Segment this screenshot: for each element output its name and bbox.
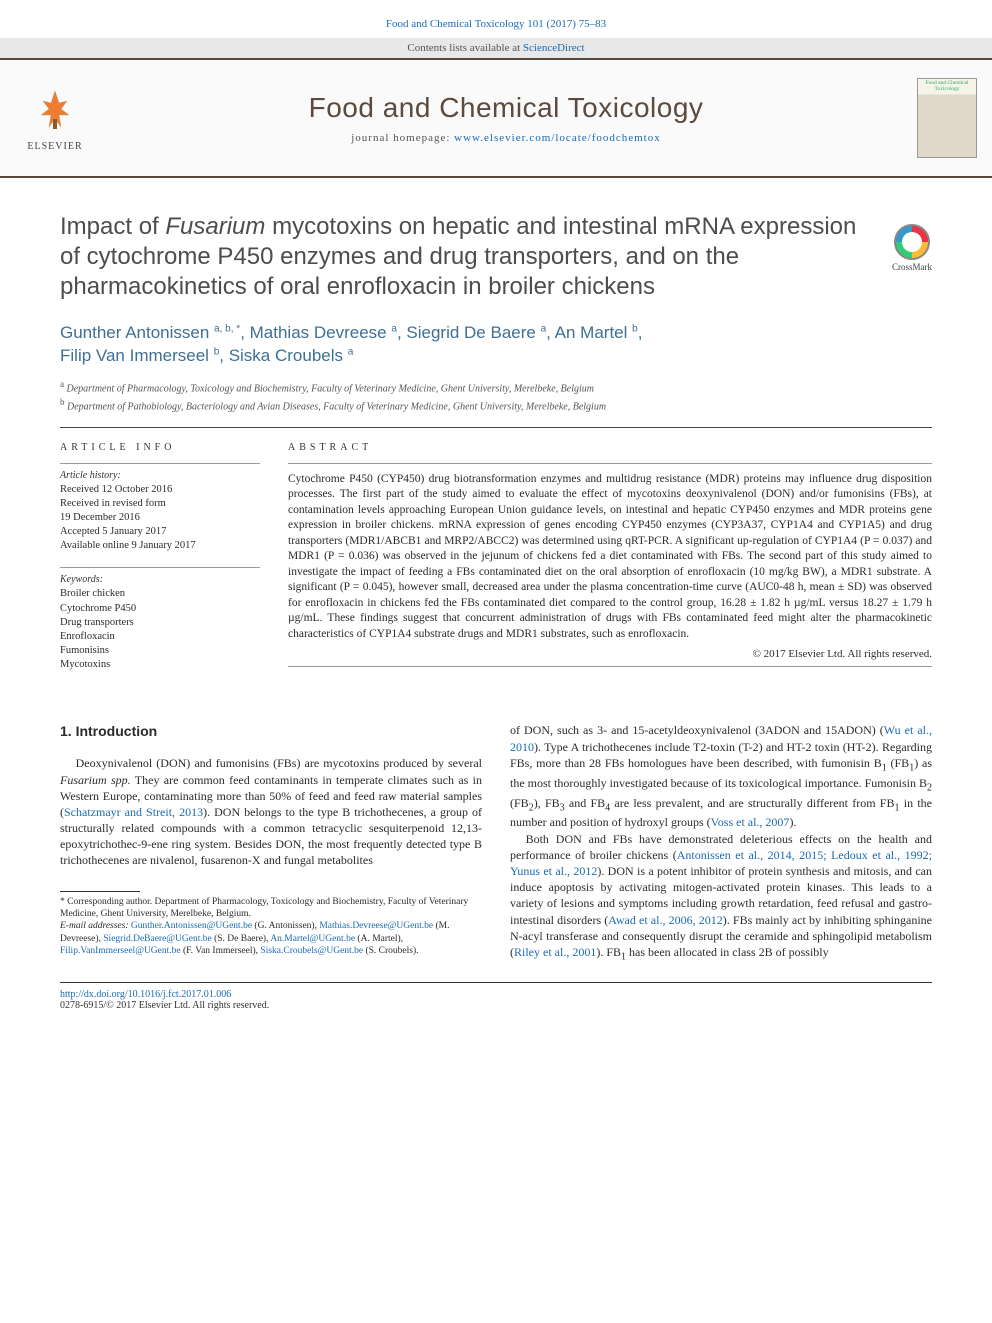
right-column: of DON, such as 3- and 15-acetyldeoxyniv… [510,722,932,963]
article-title: Impact of Fusarium mycotoxins on hepatic… [60,212,860,302]
journal-banner: ELSEVIER Food and Chemical Toxicology jo… [0,58,992,178]
article-info-column: ARTICLE INFO Article history: Received 1… [60,442,260,687]
body-columns: 1. Introduction Deoxynivalenol (DON) and… [60,722,932,963]
footnote-rule [60,891,140,892]
corresponding-author-footnote: * Corresponding author. Department of Ph… [60,896,482,921]
publisher-block: ELSEVIER [0,71,110,166]
history-line: Accepted 5 January 2017 [60,525,260,539]
left-column: 1. Introduction Deoxynivalenol (DON) and… [60,722,482,963]
crossmark-badge[interactable]: CrossMark [892,224,932,272]
article-history-block: Article history: Received 12 October 201… [60,463,260,554]
history-line: Received 12 October 2016 [60,483,260,497]
emails-footnote: E-mail addresses: Gunther.Antonissen@UGe… [60,920,482,957]
abstract-column: ABSTRACT Cytochrome P450 (CYP450) drug b… [288,442,932,687]
journal-homepage-line: journal homepage: www.elsevier.com/locat… [110,132,902,144]
keyword: Fumonisins [60,644,260,658]
crossmark-icon [894,224,930,260]
body-paragraph: Both DON and FBs have demonstrated delet… [510,831,932,964]
history-line: 19 December 2016 [60,511,260,525]
contents-label: Contents lists available at [407,42,522,54]
cover-block [902,70,992,166]
abstract-copyright: © 2017 Elsevier Ltd. All rights reserved… [288,642,932,662]
publisher-name: ELSEVIER [8,141,102,152]
citation-link[interactable]: Food and Chemical Toxicology 101 (2017) … [386,18,606,30]
history-line: Available online 9 January 2017 [60,539,260,553]
section-heading: 1. Introduction [60,722,482,741]
homepage-link[interactable]: www.elsevier.com/locate/foodchemtox [454,132,661,144]
keyword: Cytochrome P450 [60,602,260,616]
affiliation-row: a Department of Pharmacology, Toxicology… [60,378,932,396]
keyword: Mycotoxins [60,658,260,672]
keyword: Enrofloxacin [60,630,260,644]
keyword: Broiler chicken [60,587,260,601]
affiliations: a Department of Pharmacology, Toxicology… [0,376,992,427]
history-line: Received in revised form [60,497,260,511]
body-paragraph: of DON, such as 3- and 15-acetyldeoxyniv… [510,722,932,830]
author-list: Gunther Antonissen a, b, *, Mathias Devr… [0,314,992,376]
keywords-block: Keywords: Broiler chicken Cytochrome P45… [60,567,260,672]
issn-copyright: 0278-6915/© 2017 Elsevier Ltd. All right… [60,1000,932,1011]
crossmark-label: CrossMark [892,262,932,272]
history-label: Article history: [60,470,260,481]
elsevier-logo-icon [31,85,79,133]
keywords-label: Keywords: [60,574,260,585]
footer-bar: http://dx.doi.org/10.1016/j.fct.2017.01.… [60,982,932,1011]
contents-bar: Contents lists available at ScienceDirec… [0,38,992,58]
doi-link[interactable]: http://dx.doi.org/10.1016/j.fct.2017.01.… [60,989,231,1000]
keyword: Drug transporters [60,616,260,630]
abstract-heading: ABSTRACT [288,442,932,453]
cover-thumbnail-icon [917,78,977,158]
body-paragraph: Deoxynivalenol (DON) and fumonisins (FBs… [60,755,482,868]
sciencedirect-link[interactable]: ScienceDirect [523,42,585,54]
homepage-label: journal homepage: [351,132,454,144]
running-head: Food and Chemical Toxicology 101 (2017) … [0,0,992,38]
affiliation-row: b Department of Pathobiology, Bacteriolo… [60,396,932,414]
abstract-text: Cytochrome P450 (CYP450) drug biotransfo… [288,472,932,643]
journal-name: Food and Chemical Toxicology [110,92,902,124]
article-info-heading: ARTICLE INFO [60,442,260,453]
emails-label: E-mail addresses: [60,921,129,931]
